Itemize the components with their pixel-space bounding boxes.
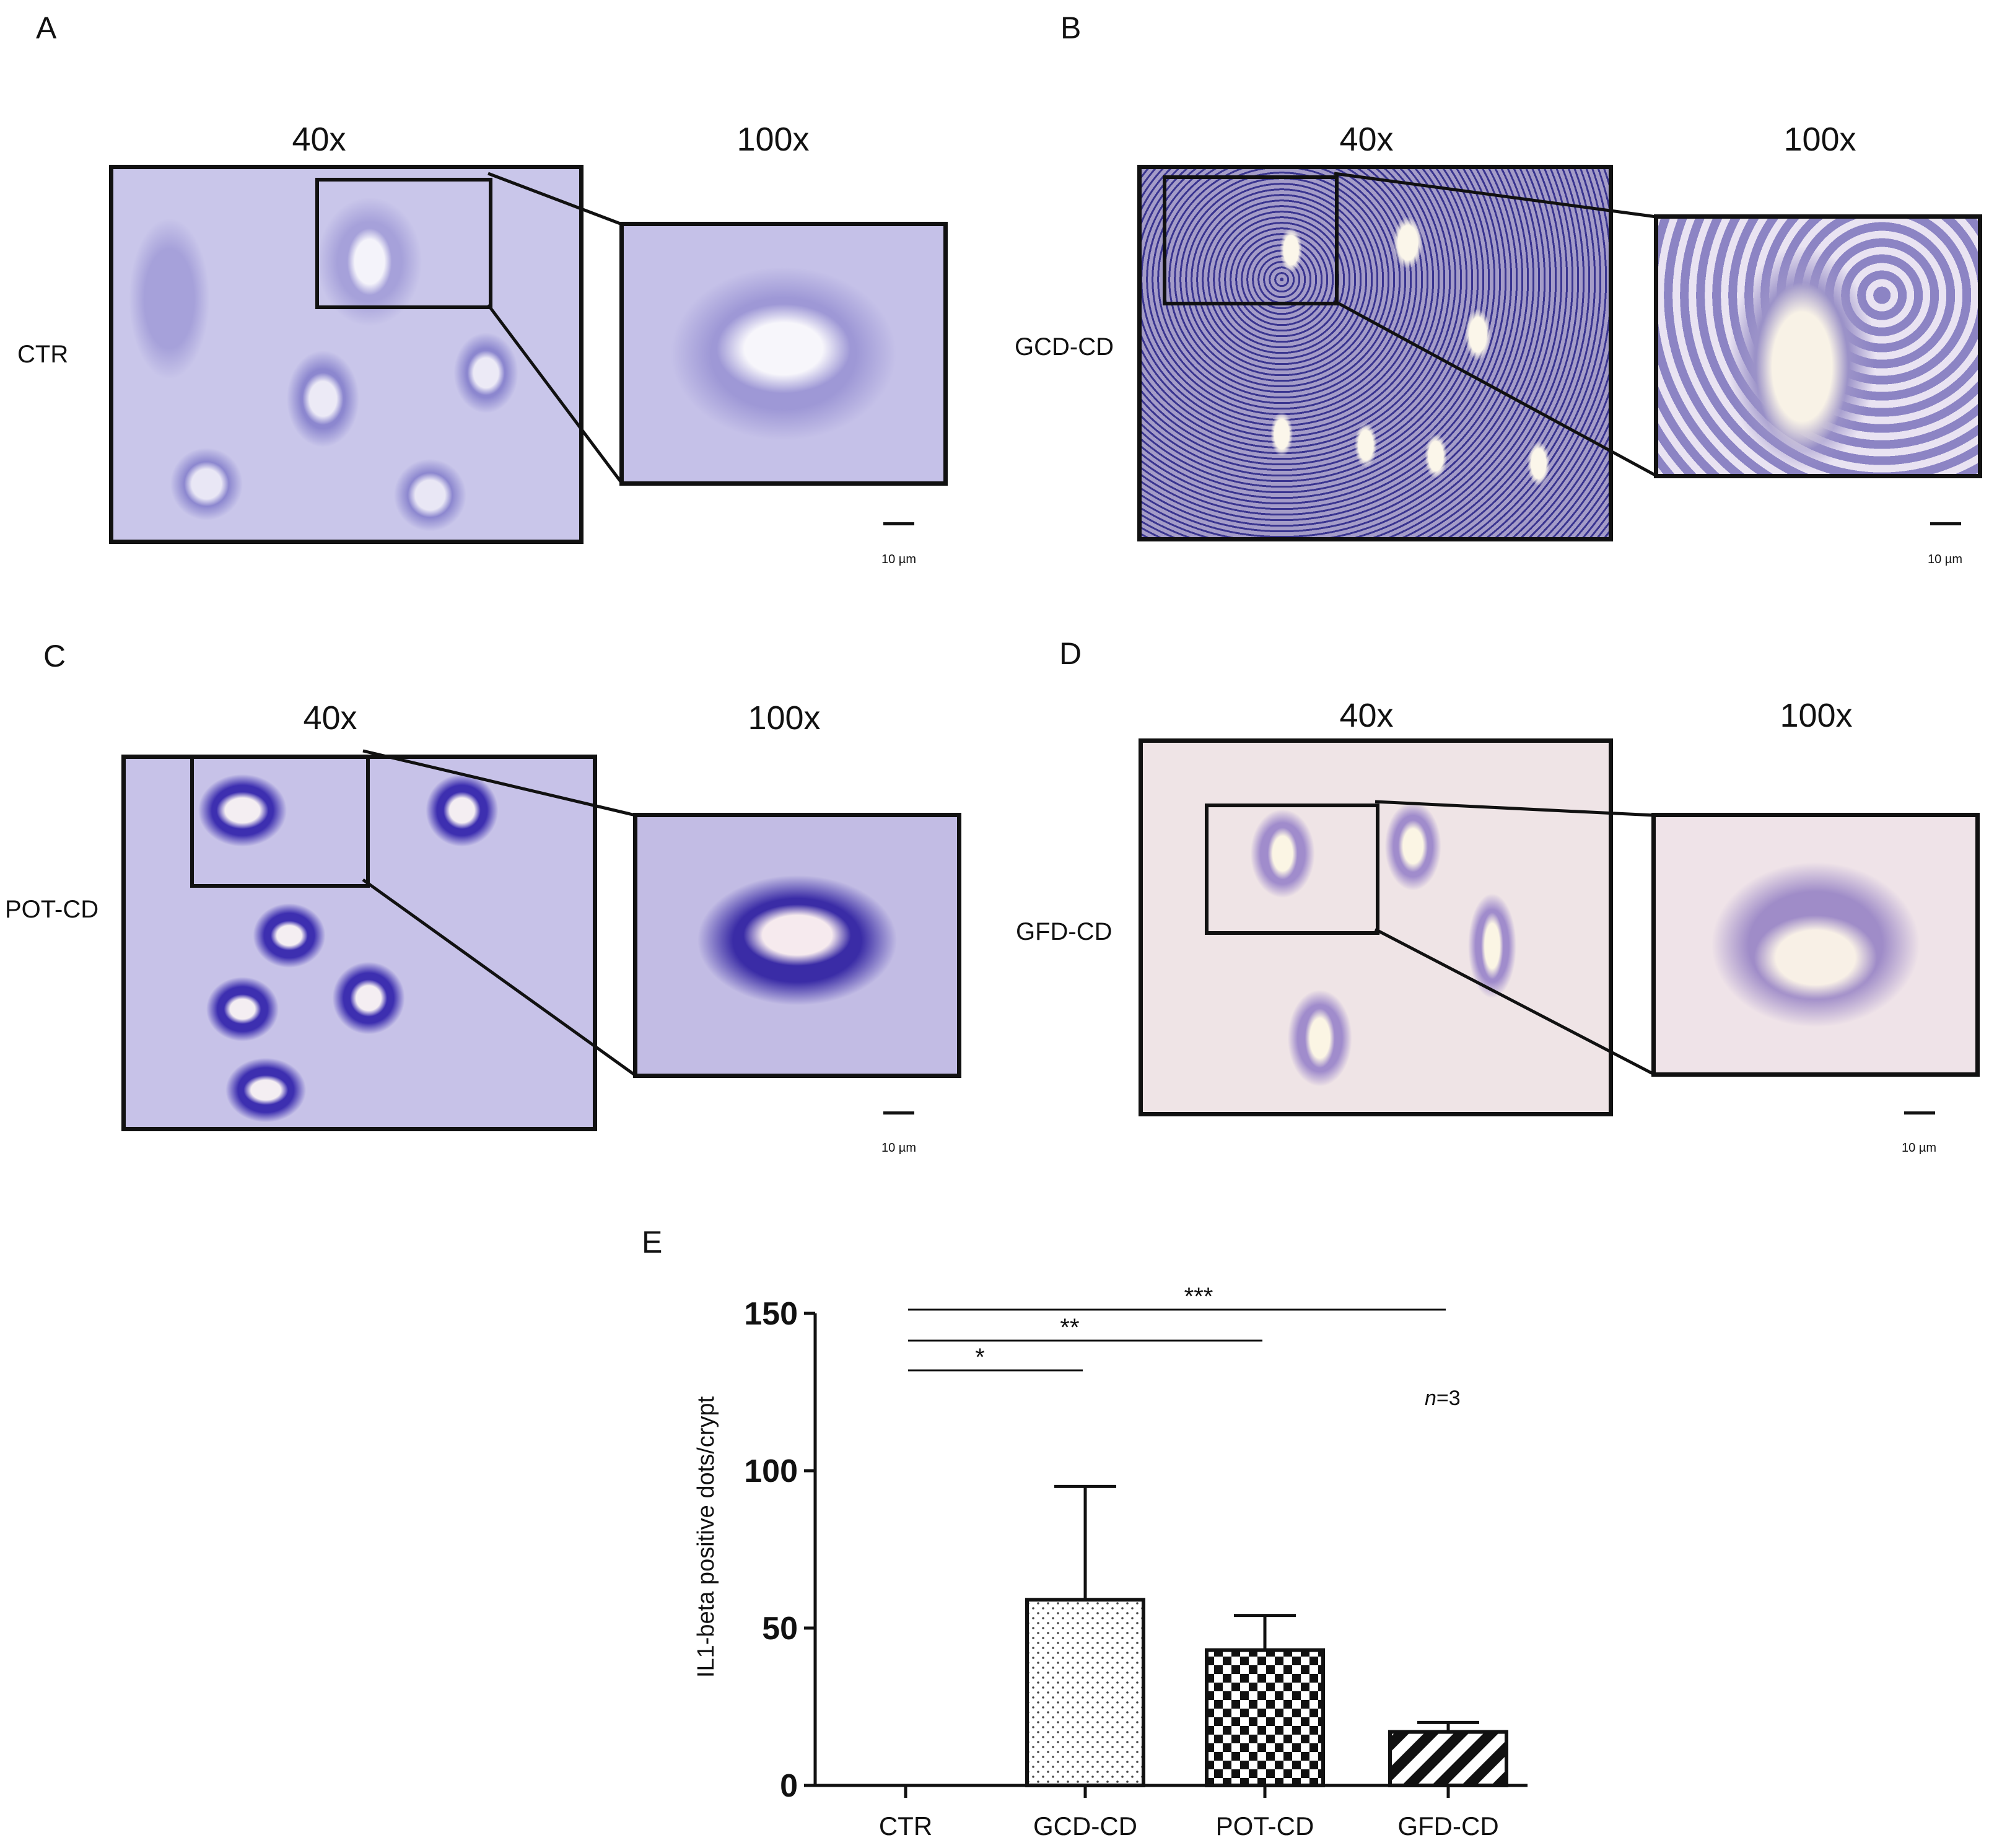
low-mag-label-a: 40x — [292, 121, 346, 158]
bar-gcd-cd — [1025, 1598, 1145, 1788]
group-label-gfd-cd: GFD-CD — [1016, 918, 1113, 945]
y-tick-label: 0 — [780, 1768, 798, 1804]
scale-bar-c — [883, 1111, 914, 1114]
high-mag-label-d: 100x — [1780, 697, 1853, 734]
panel-letter-e: E — [642, 1225, 663, 1259]
scale-bar-b — [1930, 522, 1961, 525]
scale-label-b: 10 µm — [1928, 553, 1962, 566]
high-mag-label-c: 100x — [748, 699, 821, 737]
low-mag-label-c: 40x — [303, 699, 357, 737]
scale-label-a: 10 µm — [881, 553, 916, 566]
x-tick-label: POT-CD — [1216, 1811, 1314, 1841]
group-label-gcd-cd: GCD-CD — [1015, 333, 1114, 361]
tissue-image — [1656, 817, 1975, 1072]
zoom-region-box — [190, 759, 370, 888]
scale-label-d: 10 µm — [1902, 1141, 1936, 1155]
bar-gfd-cd — [1388, 1730, 1508, 1787]
group-label-ctr: CTR — [17, 341, 69, 368]
panel-letter-a: A — [36, 11, 57, 45]
x-tick-label: CTR — [879, 1811, 932, 1841]
sample-size-annotation: n=3 — [1425, 1386, 1461, 1410]
bar-pot-cd — [1205, 1648, 1325, 1788]
y-tick-label: 150 — [744, 1296, 798, 1332]
tissue-image — [637, 817, 957, 1074]
scale-bar-d — [1904, 1111, 1935, 1114]
significance-stars: * — [975, 1344, 985, 1371]
scale-bar-a — [883, 522, 914, 525]
panel-letter-d: D — [1059, 636, 1082, 671]
zoom-region-box — [315, 178, 492, 309]
micrograph-100x-gcd-cd — [1654, 214, 1982, 478]
group-label-pot-cd: POT-CD — [5, 896, 99, 923]
tissue-image — [624, 226, 943, 481]
micrograph-100x-gfd-cd — [1651, 813, 1980, 1077]
y-tick-label: 50 — [762, 1611, 798, 1647]
panel-letter-c: C — [43, 639, 66, 673]
panel-letter-b: B — [1060, 11, 1082, 45]
zoom-region-box — [1163, 175, 1339, 305]
significance-stars: ** — [1060, 1314, 1079, 1341]
high-mag-label-a: 100x — [737, 121, 810, 158]
low-mag-label-d: 40x — [1339, 697, 1394, 734]
significance-stars: *** — [1184, 1283, 1213, 1310]
low-mag-label-b: 40x — [1339, 121, 1394, 158]
x-tick-label: GFD-CD — [1397, 1811, 1498, 1841]
y-axis-label: IL1-beta positive dots/crypt — [693, 1396, 719, 1678]
micrograph-100x-pot-cd — [633, 813, 961, 1078]
y-tick-label: 100 — [744, 1453, 798, 1489]
x-tick-label: GCD-CD — [1033, 1811, 1137, 1841]
tissue-image — [1658, 219, 1978, 474]
scale-label-c: 10 µm — [881, 1141, 916, 1155]
zoom-region-box — [1205, 804, 1379, 935]
high-mag-label-b: 100x — [1783, 121, 1856, 158]
